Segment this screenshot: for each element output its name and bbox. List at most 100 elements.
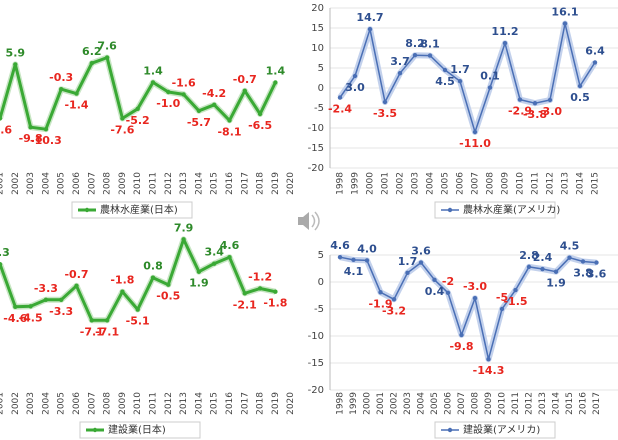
- legend-box: [434, 421, 556, 439]
- x-tick-label: 2013: [179, 392, 189, 415]
- point: [196, 108, 202, 114]
- point: [405, 270, 410, 276]
- value-label: -5: [496, 291, 508, 304]
- value-label: -1.0: [156, 97, 180, 110]
- value-label: 6.2: [82, 45, 102, 58]
- x-tick-label: 2020: [286, 392, 296, 415]
- value-label: 3.6: [587, 268, 607, 281]
- legend-label: 建設業(日本): [108, 423, 166, 436]
- y-tick-label: 15: [311, 23, 324, 34]
- value-label: -1.4: [64, 99, 88, 112]
- x-tick-label: 2008: [103, 172, 113, 195]
- value-label: 3.0: [345, 81, 365, 94]
- legend-dot: [84, 207, 90, 213]
- point: [337, 254, 343, 260]
- x-tick-label: 2000: [363, 392, 373, 415]
- x-tick-label: 2015: [565, 392, 575, 415]
- value-label: 2.8: [519, 249, 539, 262]
- point: [28, 125, 33, 130]
- x-tick-label: 2005: [57, 392, 67, 415]
- legend-dot: [447, 427, 453, 433]
- x-tick-label: 2004: [41, 172, 51, 195]
- point: [257, 111, 263, 117]
- x-tick-label: 1999: [349, 392, 359, 415]
- value-label: -3.0: [463, 280, 487, 293]
- point: [532, 101, 538, 106]
- value-label: 4.6: [330, 239, 350, 252]
- point: [367, 27, 373, 32]
- x-tick-label: 2012: [525, 392, 535, 415]
- value-label: 3.3: [0, 246, 10, 259]
- value-label: 4.5: [435, 75, 455, 88]
- point: [59, 297, 64, 303]
- point: [150, 275, 156, 280]
- value-label: 1.7: [398, 255, 418, 268]
- y-tick-label: 20: [311, 3, 324, 14]
- point: [120, 116, 125, 121]
- point: [391, 297, 397, 302]
- x-tick-label: 2010: [498, 392, 508, 415]
- value-label: 3.4: [204, 246, 224, 259]
- point: [74, 283, 79, 288]
- point: [13, 62, 18, 67]
- value-label: 14.7: [356, 11, 383, 24]
- value-label: 1.4: [266, 64, 286, 77]
- point: [166, 89, 171, 95]
- value-label: -2: [442, 275, 454, 288]
- y-tick-label: 10: [311, 43, 324, 54]
- value-label: -1.5: [503, 295, 527, 308]
- point: [352, 73, 358, 79]
- x-tick-label: 2016: [225, 172, 235, 195]
- point: [59, 87, 64, 92]
- x-tick-label: 2011: [511, 392, 521, 415]
- value-label: -3.8: [523, 108, 547, 121]
- x-tick-label: 1998: [336, 172, 346, 195]
- point: [135, 307, 140, 312]
- x-tick-label: 2001: [376, 392, 386, 415]
- value-label: 8.2: [405, 37, 425, 50]
- x-tick-label: 2007: [471, 172, 481, 195]
- y-tick-label: -10: [308, 331, 324, 342]
- value-label: 2.4: [533, 251, 553, 264]
- legend: 建設業(アメリカ): [434, 421, 556, 439]
- point: [28, 304, 33, 309]
- point: [273, 80, 278, 85]
- x-tick-label: 2020: [286, 172, 296, 195]
- value-label: -7.1: [95, 325, 119, 338]
- x-tick-label: 2004: [417, 392, 427, 415]
- x-tick-label: 2014: [194, 172, 204, 195]
- line: [339, 256, 597, 360]
- value-label: -5.1: [126, 315, 150, 328]
- x-tick-label: 2001: [381, 172, 391, 195]
- value-label: -4.2: [202, 87, 226, 100]
- y-tick-label: -5: [314, 103, 324, 114]
- x-tick-label: 2010: [516, 172, 526, 195]
- point: [43, 127, 49, 132]
- point: [432, 277, 437, 283]
- x-tick-label: 2019: [271, 392, 281, 415]
- y-tick-label: -10: [308, 123, 324, 134]
- x-tick-label: 2009: [118, 172, 128, 195]
- x-tick-label: 2002: [11, 392, 21, 415]
- point: [166, 282, 171, 287]
- point: [553, 269, 559, 274]
- x-tick-label: 2008: [471, 392, 481, 415]
- x-tick-label: 2002: [396, 172, 406, 195]
- point: [486, 357, 491, 362]
- point: [502, 41, 508, 46]
- y-tick-label: 5: [318, 63, 324, 74]
- y-tick-label: -20: [308, 385, 324, 396]
- x-tick-label: 2014: [552, 392, 562, 415]
- x-tick-label: 2006: [456, 172, 466, 195]
- value-label: -3.2: [382, 304, 406, 317]
- point: [351, 257, 356, 263]
- point: [273, 289, 278, 294]
- value-label: 0.1: [480, 70, 500, 83]
- y-tick-label: -15: [308, 358, 324, 369]
- point: [378, 290, 383, 295]
- y-tick-label: -5: [314, 304, 324, 315]
- point: [487, 85, 493, 90]
- x-tick-label: 2004: [41, 392, 51, 415]
- x-tick-label: 2002: [11, 172, 21, 195]
